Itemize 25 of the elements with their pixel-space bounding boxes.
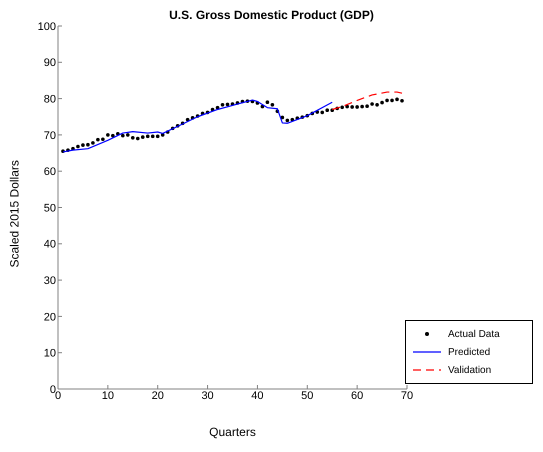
y-axis-title: Scaled 2015 Dollars [7, 160, 22, 268]
line-series [62, 99, 333, 153]
legend-label: Validation [448, 364, 492, 376]
x-tick-label: 70 [400, 390, 414, 402]
x-tick-label: 20 [152, 390, 164, 402]
y-tick-label: 50 [44, 202, 56, 214]
legend-label: Predicted [448, 346, 490, 358]
legend-label: Actual Data [448, 328, 500, 340]
y-tick-label: 20 [44, 311, 56, 324]
y-tick-label: 80 [44, 94, 56, 106]
x-tick-label: 10 [102, 390, 114, 402]
y-tick-label: 100 [38, 20, 56, 33]
x-tick-label: 40 [251, 390, 264, 402]
y-tick-label: 30 [44, 275, 56, 288]
x-tick-label: 50 [301, 390, 314, 402]
y-tick-label: 60 [44, 166, 56, 178]
x-axis-title: Quarters [209, 425, 256, 439]
y-tick-label: 70 [44, 130, 56, 142]
line-series [332, 91, 403, 110]
y-tick-label: 90 [44, 57, 56, 70]
x-tick-label: 30 [201, 390, 214, 402]
y-tick-label: 40 [44, 238, 56, 251]
y-tick-label: 10 [44, 348, 56, 360]
x-tick-label: 60 [351, 390, 364, 402]
chart-title: U.S. Gross Domestic Product (GDP) [168, 8, 375, 22]
